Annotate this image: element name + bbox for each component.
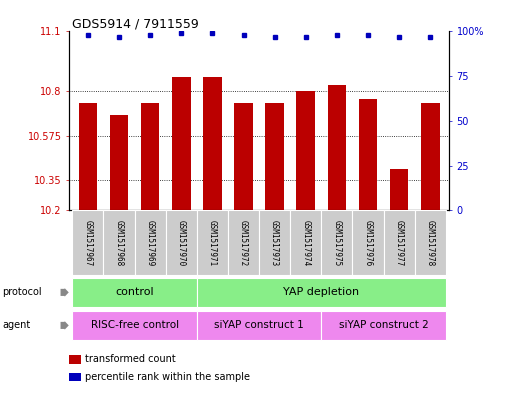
Bar xyxy=(197,278,446,307)
Text: GSM1517976: GSM1517976 xyxy=(364,220,372,266)
Bar xyxy=(321,311,446,340)
Text: protocol: protocol xyxy=(3,287,42,298)
Bar xyxy=(134,210,166,275)
Text: siYAP construct 1: siYAP construct 1 xyxy=(214,320,304,330)
Bar xyxy=(234,103,253,210)
Bar xyxy=(359,99,377,210)
Text: GSM1517977: GSM1517977 xyxy=(394,220,404,266)
Text: GSM1517978: GSM1517978 xyxy=(426,220,435,266)
Text: GSM1517974: GSM1517974 xyxy=(301,220,310,266)
Text: control: control xyxy=(115,287,154,297)
Bar xyxy=(203,77,222,210)
Bar xyxy=(72,210,104,275)
Bar xyxy=(104,210,134,275)
Text: percentile rank within the sample: percentile rank within the sample xyxy=(85,372,250,382)
Bar xyxy=(78,103,97,210)
Bar xyxy=(384,210,415,275)
Bar xyxy=(390,169,408,210)
Bar xyxy=(72,311,197,340)
Text: GSM1517969: GSM1517969 xyxy=(146,220,154,266)
Bar xyxy=(265,103,284,210)
Bar xyxy=(166,210,197,275)
Bar xyxy=(197,311,321,340)
Text: RISC-free control: RISC-free control xyxy=(90,320,179,330)
Text: agent: agent xyxy=(3,320,31,331)
Bar xyxy=(327,85,346,210)
Bar xyxy=(110,115,128,210)
Text: GSM1517967: GSM1517967 xyxy=(84,220,92,266)
Bar xyxy=(297,91,315,210)
Text: transformed count: transformed count xyxy=(85,354,175,364)
Bar xyxy=(290,210,321,275)
Text: YAP depletion: YAP depletion xyxy=(283,287,360,297)
Bar xyxy=(228,210,259,275)
Bar xyxy=(321,210,352,275)
Text: GSM1517975: GSM1517975 xyxy=(332,220,341,266)
Text: siYAP construct 2: siYAP construct 2 xyxy=(339,320,428,330)
Text: GSM1517971: GSM1517971 xyxy=(208,220,217,266)
Text: GSM1517972: GSM1517972 xyxy=(239,220,248,266)
Text: GDS5914 / 7911559: GDS5914 / 7911559 xyxy=(72,18,199,31)
Bar xyxy=(352,210,384,275)
Bar xyxy=(421,103,440,210)
Bar xyxy=(72,278,197,307)
Text: GSM1517968: GSM1517968 xyxy=(114,220,124,266)
Text: GSM1517973: GSM1517973 xyxy=(270,220,279,266)
Bar xyxy=(197,210,228,275)
Bar xyxy=(141,103,160,210)
Text: GSM1517970: GSM1517970 xyxy=(177,220,186,266)
Bar xyxy=(172,77,191,210)
Bar xyxy=(415,210,446,275)
Bar xyxy=(259,210,290,275)
